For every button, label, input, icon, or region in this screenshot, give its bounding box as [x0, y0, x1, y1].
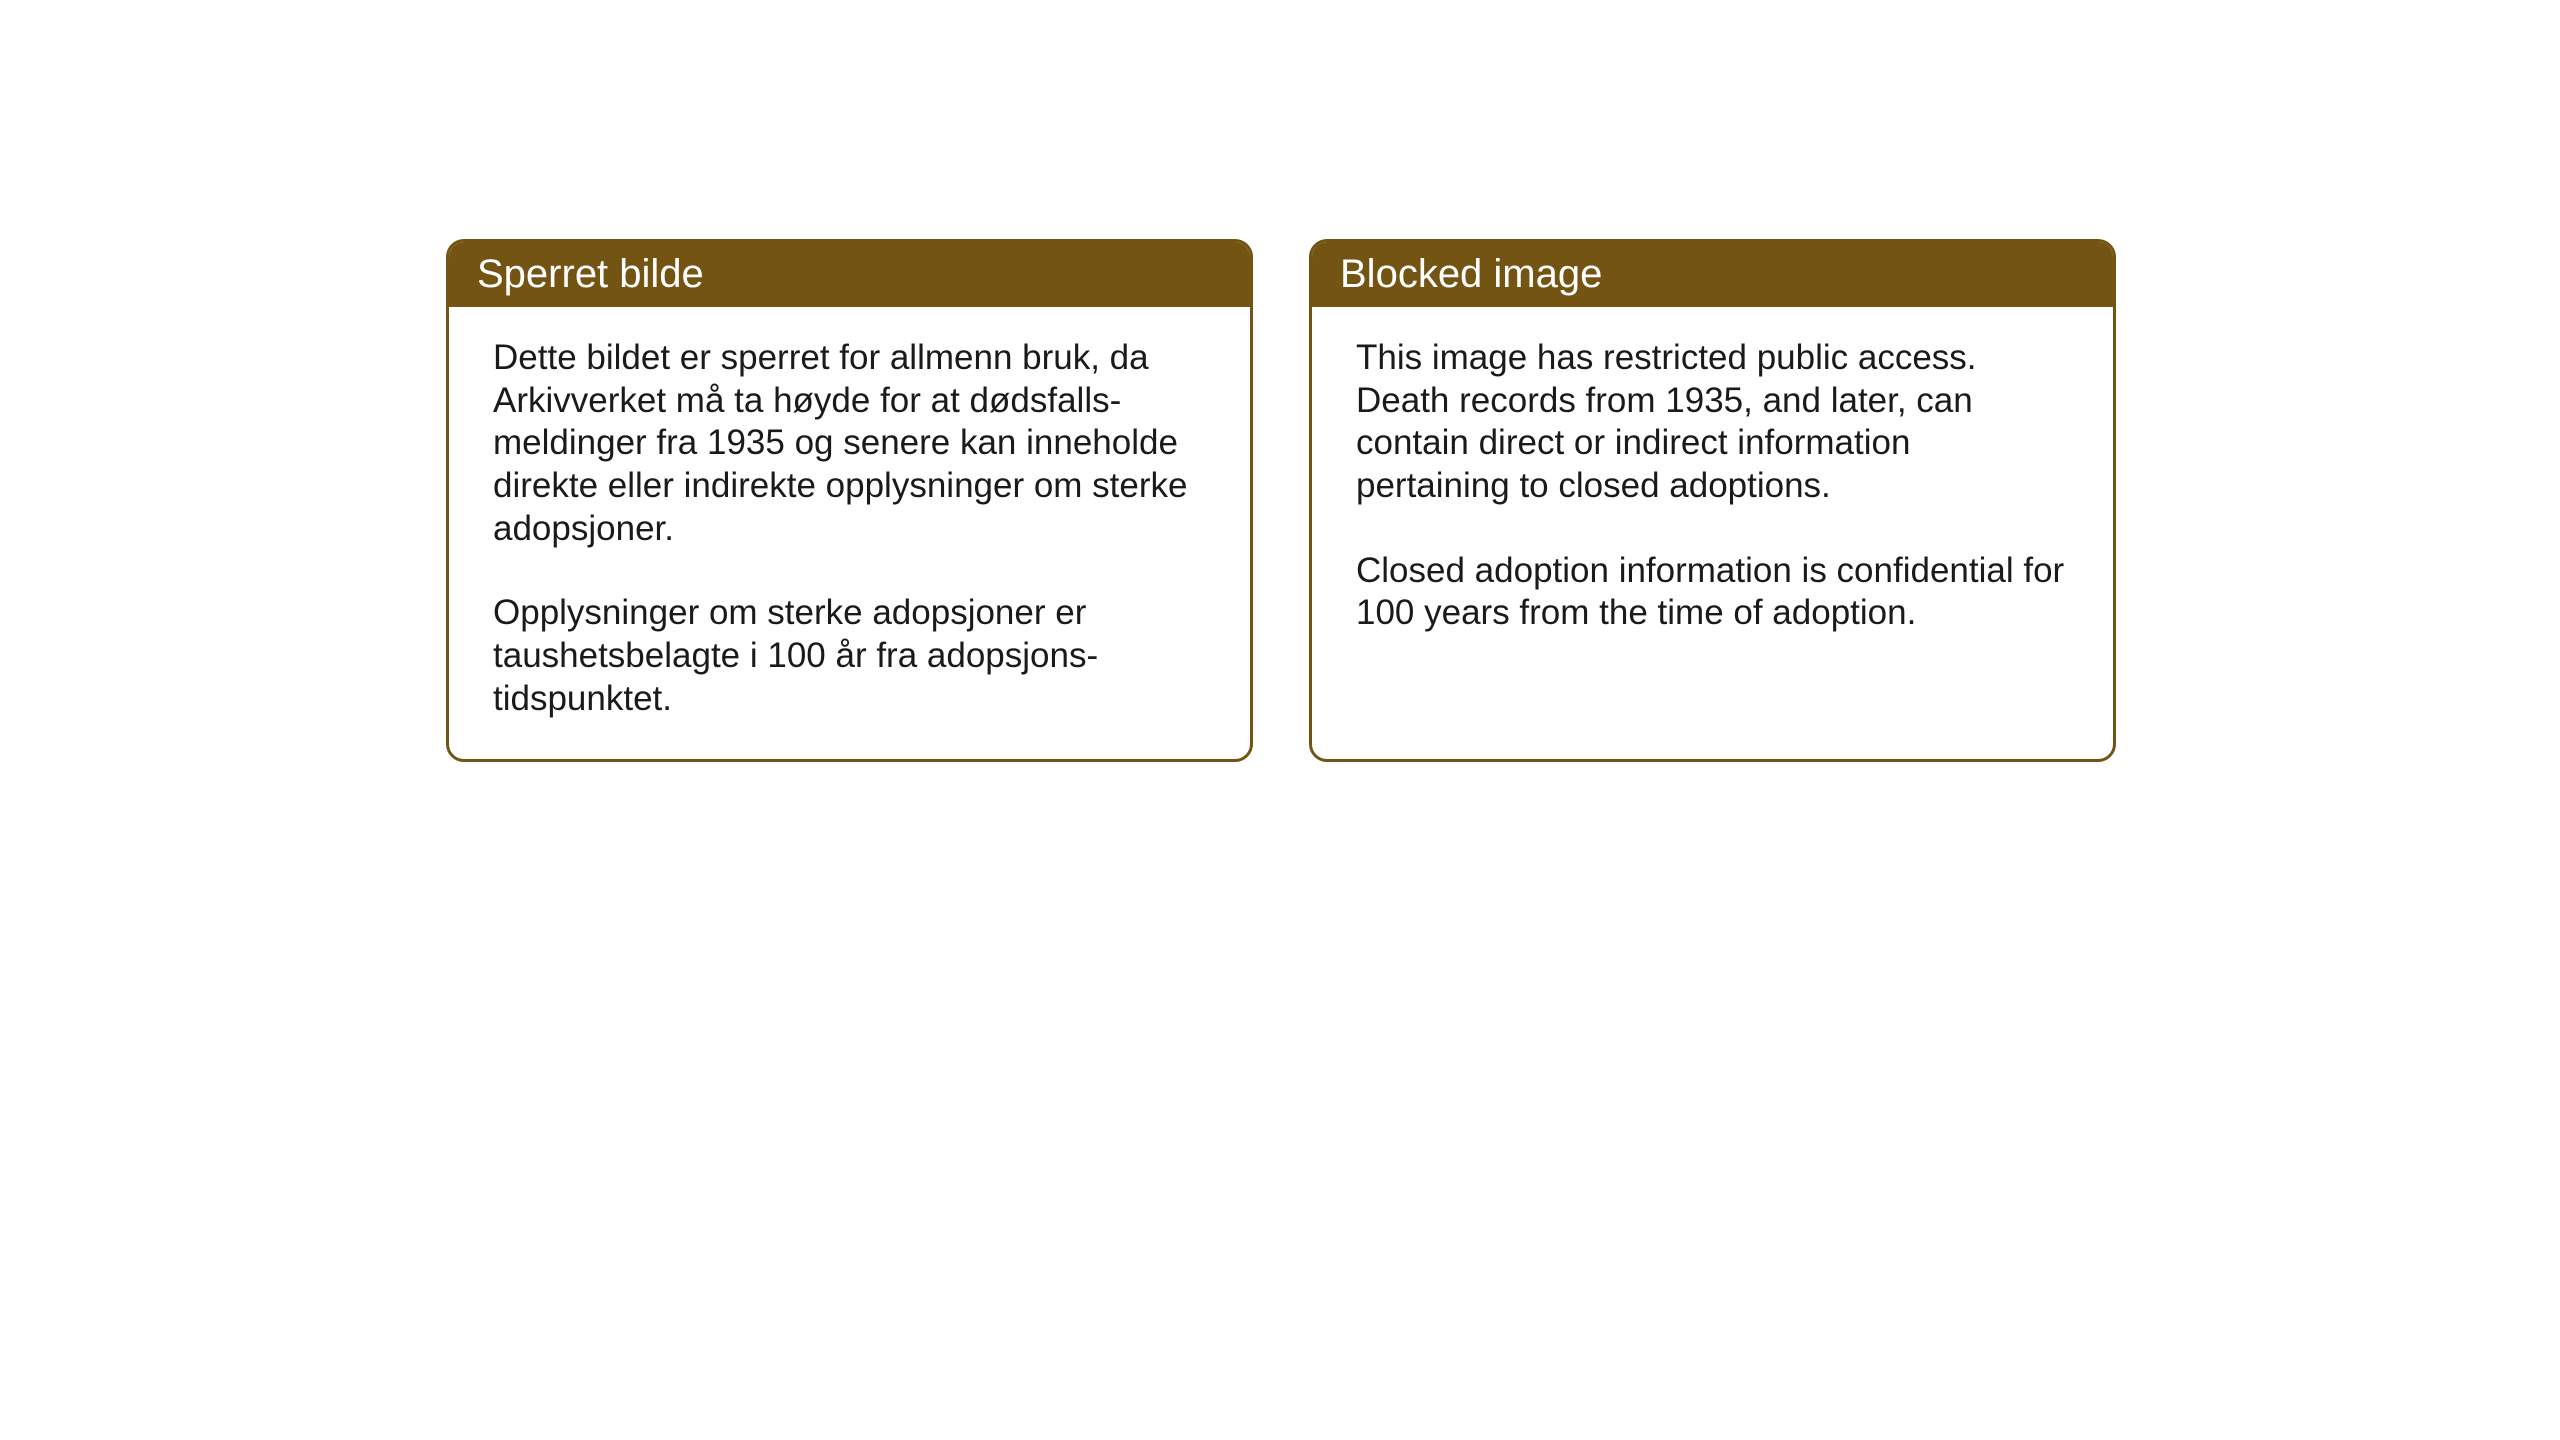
norwegian-paragraph-1: Dette bildet er sperret for allmenn bruk… [493, 337, 1206, 550]
english-card-body: This image has restricted public access.… [1312, 307, 2113, 715]
norwegian-card-header: Sperret bilde [449, 242, 1250, 307]
english-card-title: Blocked image [1340, 252, 1602, 296]
norwegian-card-title: Sperret bilde [477, 252, 704, 296]
english-paragraph-2: Closed adoption information is confident… [1356, 550, 2069, 635]
english-notice-card: Blocked image This image has restricted … [1309, 239, 2116, 762]
norwegian-notice-card: Sperret bilde Dette bildet er sperret fo… [446, 239, 1253, 762]
norwegian-paragraph-2: Opplysninger om sterke adopsjoner er tau… [493, 592, 1206, 720]
english-paragraph-1: This image has restricted public access.… [1356, 337, 2069, 508]
notice-cards-container: Sperret bilde Dette bildet er sperret fo… [446, 239, 2116, 762]
norwegian-card-body: Dette bildet er sperret for allmenn bruk… [449, 307, 1250, 759]
english-card-header: Blocked image [1312, 242, 2113, 307]
